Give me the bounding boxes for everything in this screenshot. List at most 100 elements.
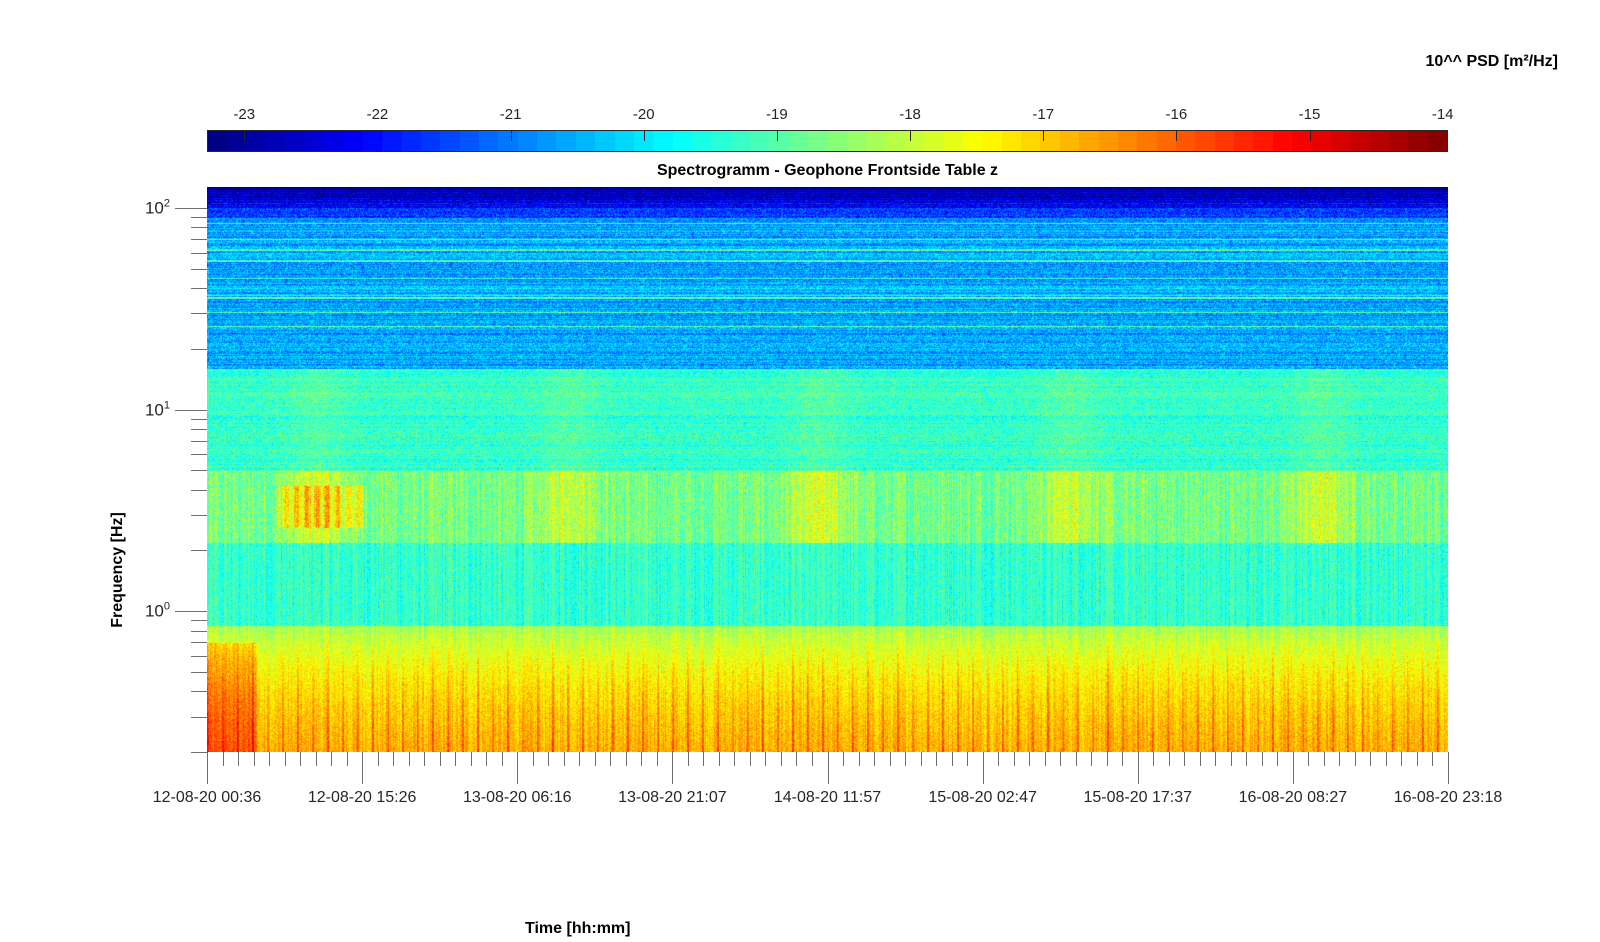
y-minor-tick [191, 620, 207, 622]
x-minor-tick [346, 752, 348, 766]
colorbar-segment [1253, 131, 1273, 151]
x-minor-tick [718, 752, 720, 766]
x-minor-tick [858, 752, 860, 766]
colorbar-segment [943, 131, 964, 151]
x-minor-tick [238, 752, 240, 766]
colorbar-tick [510, 130, 512, 141]
colorbar [207, 130, 1448, 152]
colorbar-segment [479, 131, 499, 151]
chart-title: Spectrogramm - Geophone Frontside Table … [656, 162, 999, 179]
y-minor-tick [191, 440, 207, 442]
y-minor-tick [191, 252, 207, 254]
x-minor-tick [331, 752, 333, 766]
x-minor-tick [393, 752, 395, 766]
y-minor-tick [191, 268, 207, 270]
colorbar-segment [1040, 131, 1060, 151]
colorbar-segment [769, 131, 789, 151]
colorbar-segment [1272, 131, 1293, 151]
x-minor-tick [641, 752, 643, 766]
x-minor-tick [470, 752, 472, 766]
spectrogram-plot [207, 187, 1448, 752]
y-tick-exponent: 0 [163, 600, 170, 613]
x-minor-tick [284, 752, 286, 766]
x-minor-tick [1122, 752, 1124, 766]
x-minor-tick [734, 752, 736, 766]
y-minor-tick [191, 716, 207, 718]
colorbar-segment [285, 131, 305, 151]
x-minor-tick [1401, 752, 1403, 766]
colorbar-segment [1408, 131, 1428, 151]
colorbar-segment [730, 131, 751, 151]
colorbar-segment [866, 131, 886, 151]
colorbar-tick-label: -18 [899, 106, 921, 123]
x-major-tick [517, 752, 519, 784]
y-minor-tick [191, 429, 207, 431]
y-tick-label: 102 [145, 198, 170, 219]
x-minor-tick [905, 752, 907, 766]
colorbar-tick [244, 130, 246, 141]
colorbar-segment [324, 131, 344, 151]
colorbar-segment [459, 131, 480, 151]
colorbar-tick-label: -23 [233, 106, 256, 123]
colorbar-segment [537, 131, 557, 151]
x-minor-tick [967, 752, 969, 766]
x-minor-tick [780, 752, 782, 766]
x-tick-label: 12-08-20 00:36 [152, 789, 262, 806]
colorbar-segment [1330, 131, 1351, 151]
x-minor-tick [1230, 752, 1232, 766]
colorbar-segment [653, 131, 673, 151]
y-minor-tick [191, 630, 207, 632]
x-minor-tick [532, 752, 534, 766]
x-minor-tick [501, 752, 503, 766]
colorbar-segment [827, 131, 847, 151]
colorbar-segment [924, 131, 944, 151]
x-minor-tick [1277, 752, 1279, 766]
x-major-tick [1137, 752, 1139, 784]
colorbar-tick [643, 130, 645, 141]
x-minor-tick [594, 752, 596, 766]
x-minor-tick [765, 752, 767, 766]
x-minor-tick [703, 752, 705, 766]
x-minor-tick [843, 752, 844, 766]
colorbar-segment [401, 131, 421, 151]
colorbar-tick [377, 130, 379, 141]
y-axis-label: Frequency [Hz] [109, 512, 126, 628]
x-minor-tick [1106, 752, 1108, 766]
colorbar-segment [556, 131, 576, 151]
x-minor-tick [1215, 752, 1217, 766]
y-minor-tick [191, 227, 207, 229]
x-major-tick [982, 752, 984, 784]
colorbar-segment [1156, 131, 1176, 151]
x-tick-label: 15-08-20 17:37 [1083, 789, 1193, 806]
x-minor-tick [1354, 752, 1356, 766]
y-minor-tick [191, 489, 207, 491]
x-minor-tick [377, 752, 379, 766]
colorbar-tick [1176, 130, 1178, 141]
colorbar-segment [982, 131, 1002, 151]
x-minor-tick [625, 752, 627, 766]
y-minor-tick [191, 313, 207, 315]
colorbar-segment [1350, 131, 1370, 151]
x-tick-label: 12-08-20 15:26 [307, 789, 417, 806]
x-major-tick [1448, 752, 1449, 784]
colorbar-tick-label: -17 [1032, 106, 1055, 123]
x-minor-tick [889, 752, 891, 766]
y-minor-tick [191, 752, 207, 753]
colorbar-segment [208, 131, 228, 151]
x-minor-tick [951, 752, 953, 766]
colorbar-segment [1098, 131, 1118, 151]
colorbar-segment [1292, 131, 1312, 151]
x-minor-tick [1029, 752, 1031, 766]
colorbar-segment [614, 131, 634, 151]
colorbar-tick-label: -22 [366, 106, 389, 123]
colorbar-segment [362, 131, 383, 151]
x-minor-tick [874, 752, 876, 766]
x-minor-tick [1339, 752, 1341, 766]
x-minor-tick [408, 752, 410, 766]
colorbar-segment [1117, 131, 1138, 151]
x-minor-tick [920, 752, 922, 766]
x-minor-tick [1091, 752, 1093, 766]
colorbar-segment [963, 131, 983, 151]
colorbar-segment [246, 131, 267, 151]
y-tick-base: 10 [144, 399, 164, 419]
